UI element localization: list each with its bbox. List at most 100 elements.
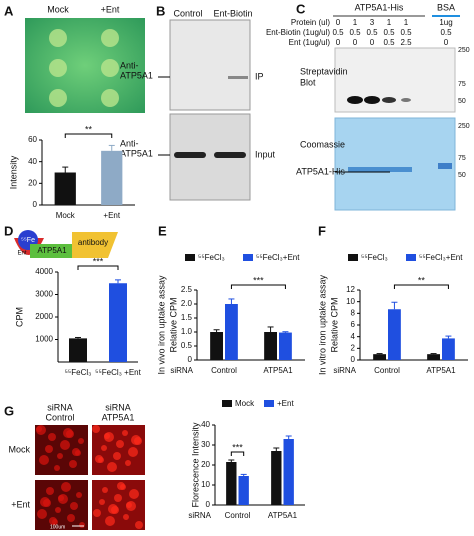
annotation: *** xyxy=(232,442,243,452)
y-tick-label: 3000 xyxy=(35,290,53,299)
y-tick-label: 40 xyxy=(28,157,37,166)
cell: 3 xyxy=(370,18,375,27)
marker: 50 xyxy=(458,172,466,179)
blot-ip xyxy=(169,19,251,111)
blot-label: Coomassie xyxy=(300,139,345,149)
cell xyxy=(39,455,49,465)
group-label: ATP5A1-His xyxy=(355,2,404,12)
bar xyxy=(109,283,127,362)
legend-swatch xyxy=(348,254,358,261)
cell xyxy=(122,430,128,436)
bar xyxy=(264,332,277,360)
band xyxy=(347,96,363,104)
annotation: *** xyxy=(93,256,104,266)
cell xyxy=(54,465,60,471)
cell xyxy=(111,506,119,514)
significance-bracket xyxy=(393,284,449,289)
row-label: Input xyxy=(255,149,276,159)
antibody-label: Anti- xyxy=(120,138,139,148)
row-label: Ent-Biotin (1ug/ul) xyxy=(266,28,330,37)
arrow-label: ATP5A1-His xyxy=(296,166,345,176)
bar xyxy=(210,332,223,360)
cell: 0.5 xyxy=(383,28,395,37)
cell xyxy=(55,507,61,513)
cell xyxy=(135,521,143,529)
legend-swatch xyxy=(406,254,416,261)
cell xyxy=(52,519,58,525)
cell-images xyxy=(35,425,145,530)
bar xyxy=(238,476,249,505)
y-axis-label: In vitro iron uptake assay xyxy=(317,274,327,375)
y-axis-label: CPM xyxy=(14,307,24,327)
diagram-label: Ent xyxy=(17,251,26,257)
bar xyxy=(225,304,238,360)
cell xyxy=(78,438,84,444)
cell xyxy=(93,509,101,517)
y-tick-label: 40 xyxy=(201,420,210,429)
x-tick-label: Control xyxy=(211,366,237,375)
y-tick-label: 20 xyxy=(201,460,210,469)
cell: 0 xyxy=(370,38,375,47)
legend-label: ⁵⁵FeCl₃+Ent xyxy=(256,253,300,262)
x-axis-label: siRNA xyxy=(188,511,211,520)
bar xyxy=(226,462,237,505)
y-tick-label: 0 xyxy=(351,355,356,364)
cell xyxy=(123,514,129,520)
panel-label: G xyxy=(4,403,14,418)
legend-label: ⁵⁵FeCl₃ xyxy=(361,253,388,262)
significance-bracket xyxy=(64,133,113,138)
y-tick-label: 20 xyxy=(28,178,37,187)
y-tick-label: 4000 xyxy=(35,267,53,276)
marker: 75 xyxy=(458,81,466,88)
y-tick-label: 60 xyxy=(28,135,37,144)
cell xyxy=(36,425,46,435)
marker: 250 xyxy=(458,123,470,130)
y-tick-label: 10 xyxy=(201,480,210,489)
annotation: ** xyxy=(85,124,93,134)
spot xyxy=(49,59,67,77)
bar xyxy=(271,451,282,505)
x-tick-label: ATP5A1 xyxy=(426,366,456,375)
cell xyxy=(61,482,71,492)
band xyxy=(228,76,248,79)
cell xyxy=(70,502,78,510)
antibody-shape xyxy=(72,232,118,258)
cell xyxy=(104,432,114,442)
band xyxy=(382,97,396,103)
cell xyxy=(92,425,100,433)
x-tick-label: Control xyxy=(374,366,400,375)
column-label: Mock xyxy=(47,4,69,14)
cell xyxy=(113,452,121,460)
band xyxy=(348,167,412,172)
band xyxy=(174,152,206,158)
bar xyxy=(388,309,401,360)
cell: 0 xyxy=(336,18,341,27)
cell: 0.5 xyxy=(366,28,378,37)
row-label: Ent (1ug/ul) xyxy=(289,38,331,47)
column-label: Control xyxy=(45,412,74,422)
cell xyxy=(126,501,136,511)
cell xyxy=(98,457,104,463)
x-tick-label: +Ent xyxy=(103,211,120,220)
cell: 0.5 xyxy=(400,28,412,37)
cell xyxy=(102,487,108,493)
annotation: ** xyxy=(418,275,426,285)
legend-swatch xyxy=(185,254,195,261)
cell xyxy=(45,445,53,453)
y-tick-label: 0.5 xyxy=(181,341,193,350)
x-tick-label: ATP5A1 xyxy=(263,366,293,375)
bar xyxy=(283,439,294,505)
y-tick-label: 0 xyxy=(206,500,211,509)
y-axis-label: Intensity xyxy=(8,155,18,189)
cell xyxy=(120,484,126,490)
diagram-label: ATP5A1 xyxy=(37,246,67,255)
x-tick-label: Mock xyxy=(56,211,76,220)
cell xyxy=(48,433,56,441)
y-tick-label: 10 xyxy=(346,297,355,306)
cell xyxy=(128,447,138,457)
spot xyxy=(101,59,119,77)
y-axis-label: Relative CPM xyxy=(168,297,178,352)
panel-label: F xyxy=(318,223,326,238)
y-tick-label: 1.0 xyxy=(181,327,193,336)
marker: 250 xyxy=(458,47,470,54)
